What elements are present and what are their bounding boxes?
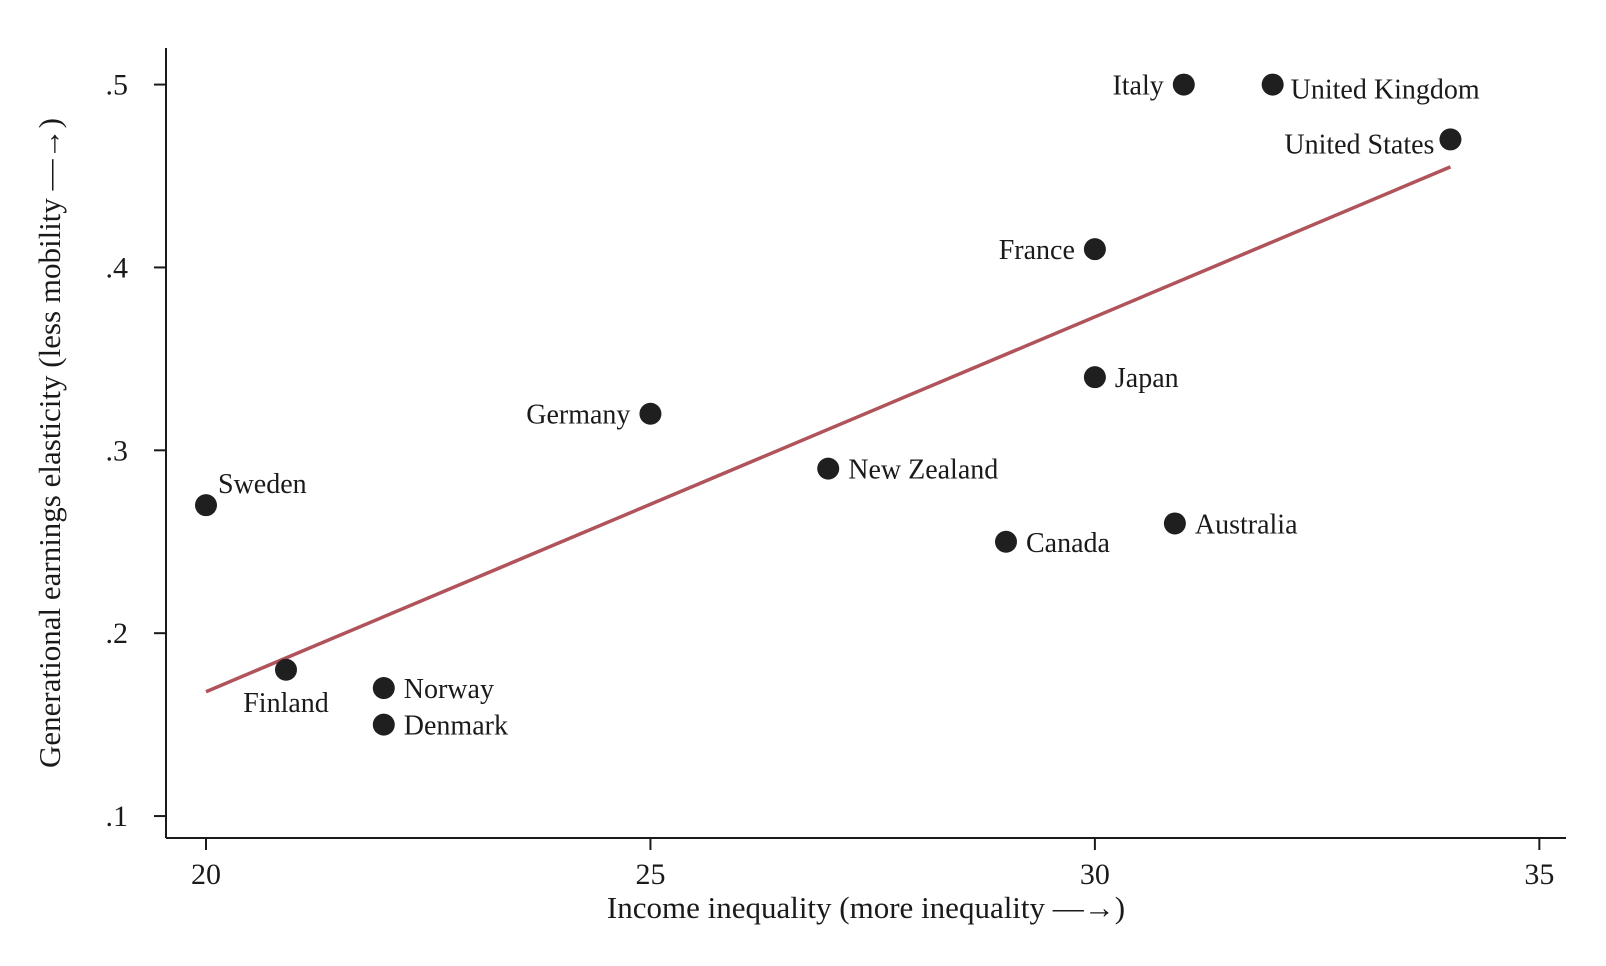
data-point-label: France	[999, 235, 1075, 266]
data-point	[372, 713, 395, 736]
data-point-label: Australia	[1195, 509, 1298, 540]
data-point	[372, 677, 395, 700]
y-tick-label: .3	[106, 434, 129, 467]
data-point-label: Sweden	[218, 469, 307, 500]
data-point	[1163, 512, 1186, 535]
y-tick-label: .4	[106, 251, 129, 284]
x-axis-title: Income inequality (more inequality —→)	[607, 890, 1125, 925]
data-point-label: Japan	[1115, 363, 1179, 394]
data-point	[1083, 238, 1106, 261]
x-tick-label: 35	[1524, 858, 1554, 891]
data-point	[1261, 73, 1284, 96]
y-tick-label: .1	[106, 800, 129, 833]
data-point	[1083, 366, 1106, 389]
x-tick-label: 20	[191, 858, 221, 891]
x-tick-label: 30	[1080, 858, 1110, 891]
data-point-label: Canada	[1026, 528, 1111, 559]
axes: 20 25 30 35 .1 .2 .3 .4 .5	[106, 48, 1566, 891]
data-point	[1172, 73, 1195, 96]
data-point	[275, 658, 297, 681]
data-point	[995, 530, 1017, 553]
data-point	[817, 457, 840, 480]
data-points: Italy United Kingdom United States France Ja…	[195, 71, 1480, 742]
data-point	[195, 494, 217, 517]
y-tick-label: .5	[106, 69, 129, 102]
data-point-label: Italy	[1112, 71, 1163, 102]
data-point-label: Denmark	[404, 711, 508, 742]
data-point-label: New Zealand	[848, 455, 998, 486]
data-point-label: Finland	[243, 688, 329, 719]
fit-line-group	[205, 165, 1452, 694]
data-point-label: Germany	[526, 400, 630, 431]
x-tick-label: 25	[635, 858, 665, 891]
data-point-label: United Kingdom	[1291, 75, 1480, 106]
fit-line	[205, 165, 1452, 694]
data-point	[1439, 128, 1462, 151]
data-point-label: Norway	[404, 674, 494, 705]
data-point	[639, 402, 662, 425]
data-point-label: United States	[1284, 129, 1434, 160]
y-axis-title: Generational earnings elasticity (less m…	[32, 118, 67, 768]
y-tick-label: .2	[106, 617, 129, 650]
